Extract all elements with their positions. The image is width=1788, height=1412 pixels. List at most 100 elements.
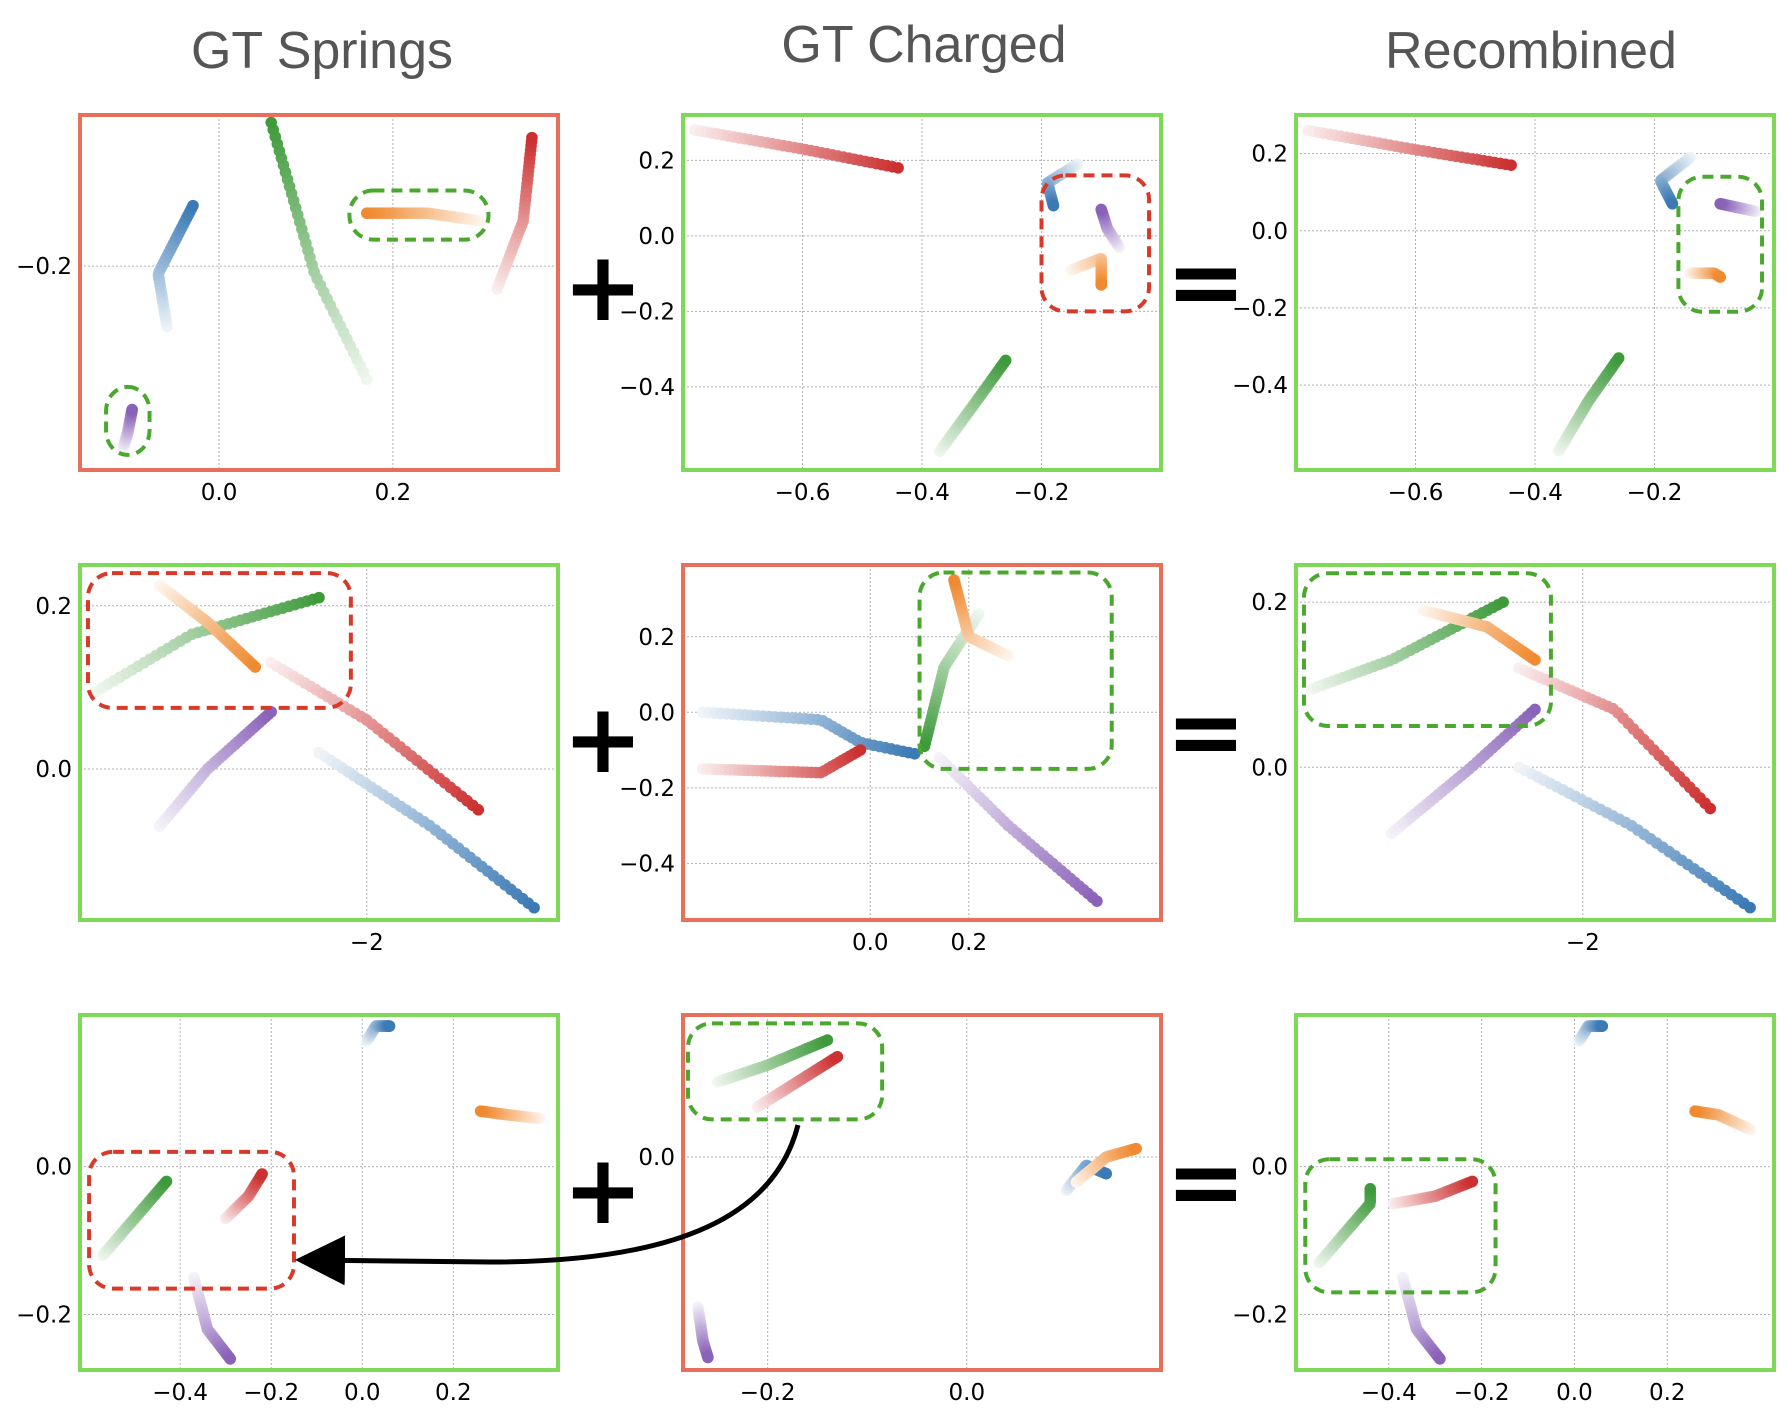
y-tick-label: −0.4 — [619, 375, 675, 401]
trajectory-green — [96, 1175, 173, 1262]
column-title-gt-springs: GT Springs — [191, 22, 453, 80]
panel-frame-correct — [681, 113, 1163, 472]
highlight-box-red — [85, 571, 353, 710]
y-tick-label: −0.2 — [619, 299, 675, 325]
trajectory-point — [472, 804, 485, 816]
x-tick-label: 0.2 — [435, 1380, 472, 1406]
highlight-box-green — [347, 188, 491, 242]
x-tick-label: −0.6 — [775, 480, 831, 506]
x-tick-label: 0.0 — [1556, 1380, 1593, 1406]
trajectory-point — [702, 1351, 714, 1364]
trajectory-point — [383, 1020, 396, 1032]
trajectory-point — [1714, 197, 1727, 210]
plus-operator-row3: + — [563, 1134, 643, 1246]
trajectory-blue — [313, 746, 540, 914]
panel-frame-wrong — [681, 563, 1163, 922]
highlight-box-green — [917, 570, 1114, 771]
trajectory-point — [249, 661, 262, 673]
trajectory-purple — [117, 403, 138, 454]
y-tick-label: 0.0 — [1251, 1155, 1288, 1181]
trajectory-red — [1387, 1175, 1479, 1210]
trajectory-point — [831, 1050, 844, 1063]
trajectory-point — [1047, 199, 1060, 212]
panel-r2c2: 0.0 0.2 0.2 0.0 −0.2 −0.4 — [619, 563, 1163, 956]
trajectory-red — [1513, 662, 1717, 815]
highlight-box-red — [87, 1149, 296, 1291]
panel-r1c2: −0.6 −0.4 −0.2 0.2 0.0 −0.2 −0.4 — [619, 113, 1163, 506]
panel-frame-correct — [1294, 113, 1776, 472]
equals-operator-row1: = — [1166, 226, 1246, 338]
trajectory-point — [1364, 1183, 1377, 1195]
trajectory-orange — [474, 1105, 546, 1125]
trajectory-red — [265, 657, 485, 816]
x-tick-label: −0.2 — [1454, 1380, 1510, 1406]
panel-r1c1: 0.0 0.2 −0.2 — [16, 113, 560, 506]
trajectory-point — [187, 199, 199, 212]
trajectory-point — [948, 574, 960, 586]
trajectory-point — [1612, 352, 1625, 364]
trajectory-blue — [696, 706, 921, 760]
y-tick-label: 0.0 — [638, 700, 675, 726]
x-tick-label: −0.4 — [152, 1380, 208, 1406]
trajectory-red — [219, 1168, 268, 1225]
panel-frame-wrong — [78, 113, 560, 472]
highlight-box-green — [104, 384, 152, 457]
panel-frame-correct — [1294, 563, 1776, 922]
trajectory-point — [1091, 895, 1103, 907]
x-tick-label: 0.0 — [201, 480, 238, 506]
trajectory-blue — [361, 1020, 396, 1047]
panel-r3c1: −0.4 −0.2 0.0 0.2 0.0 −0.2 — [16, 1013, 560, 1406]
y-tick-label: −0.2 — [1232, 296, 1288, 322]
panel-r3c3: −0.4 −0.2 0.0 0.2 0.0 −0.2 — [1232, 1013, 1776, 1406]
transfer-arrow — [295, 1124, 801, 1286]
trajectory-green — [1313, 1183, 1377, 1269]
trajectory-point — [256, 1168, 268, 1180]
y-tick-label: 0.0 — [35, 757, 72, 783]
panel-frame-correct — [1294, 1013, 1776, 1372]
trajectory-point — [1596, 1020, 1609, 1032]
equals-operator-row3: = — [1166, 1126, 1246, 1238]
trajectory-point — [1100, 1167, 1113, 1180]
trajectory-point — [821, 1034, 834, 1046]
highlight-box-green — [1301, 571, 1553, 728]
trajectory-point — [908, 748, 921, 760]
plus-operator-row2: + — [563, 683, 643, 795]
trajectory-green — [934, 354, 1012, 457]
panel-r1c3: −0.6 −0.4 −0.2 0.2 0.0 −0.2 −0.4 — [1232, 113, 1776, 506]
trajectory-point — [265, 116, 278, 129]
x-tick-label: −0.2 — [1014, 480, 1070, 506]
trajectory-point — [1497, 596, 1509, 608]
trajectory-purple — [692, 1301, 714, 1364]
y-tick-label: 0.0 — [1251, 219, 1288, 245]
y-tick-label: −0.2 — [619, 776, 675, 802]
x-tick-label: −0.4 — [1361, 1380, 1417, 1406]
trajectory-blue — [152, 199, 199, 333]
trajectory-red — [751, 1050, 844, 1113]
trajectory-point — [854, 744, 867, 756]
trajectory-green — [712, 1034, 834, 1088]
highlight-box-green — [1676, 174, 1765, 314]
trajectory-purple — [188, 1271, 237, 1365]
trajectory-blue — [1655, 151, 1697, 210]
panel-r2c1: −2 0.2 0.0 — [35, 563, 560, 956]
trajectory-red — [491, 131, 538, 295]
y-tick-label: 0.0 — [638, 1145, 675, 1171]
y-tick-label: −0.4 — [1232, 373, 1288, 399]
x-tick-label: −0.2 — [243, 1380, 299, 1406]
y-tick-label: 0.2 — [638, 625, 675, 651]
trajectory-red — [696, 744, 867, 779]
trajectory-point — [224, 1353, 237, 1365]
x-tick-label: 0.0 — [344, 1380, 381, 1406]
panel-frame-wrong — [681, 1013, 1163, 1372]
panel-grid: 0.0 0.2−0.2−0.6 −0.4 −0.20.20.0−0.2−0.4−0.6… — [16, 113, 1776, 1406]
trajectory-purple — [933, 751, 1103, 907]
trajectory-green — [265, 116, 373, 386]
x-tick-label: −0.2 — [1627, 480, 1683, 506]
trajectory-orange — [1065, 252, 1108, 291]
trajectory-point — [526, 131, 538, 144]
trajectory-point — [528, 901, 540, 914]
trajectory-point — [1095, 203, 1108, 216]
trajectory-point — [474, 1105, 487, 1117]
trajectory-point — [160, 1175, 173, 1188]
